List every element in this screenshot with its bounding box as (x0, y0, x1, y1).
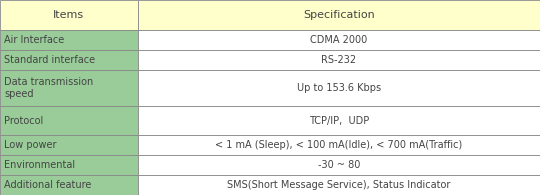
Bar (138, 70, 540, 106)
Bar (0, 50, 138, 70)
Text: Protocol: Protocol (4, 116, 44, 126)
Text: < 1 mA (Sleep), < 100 mA(Idle), < 700 mA(Traffic): < 1 mA (Sleep), < 100 mA(Idle), < 700 mA… (215, 140, 462, 150)
Bar (138, 0, 540, 30)
Bar (138, 135, 540, 155)
Text: Specification: Specification (303, 10, 375, 20)
Bar (0, 0, 138, 30)
Text: CDMA 2000: CDMA 2000 (310, 35, 368, 45)
Text: TCP/IP,  UDP: TCP/IP, UDP (309, 116, 369, 126)
Text: SMS(Short Message Service), Status Indicator: SMS(Short Message Service), Status Indic… (227, 180, 450, 190)
Text: Up to 153.6 Kbps: Up to 153.6 Kbps (297, 83, 381, 93)
Bar (0, 155, 138, 175)
Bar (138, 106, 540, 135)
Bar (138, 175, 540, 195)
Bar (138, 50, 540, 70)
Text: Air Interface: Air Interface (4, 35, 65, 45)
Text: -30 ~ 80: -30 ~ 80 (318, 160, 360, 170)
Bar (0, 106, 138, 135)
Bar (0, 30, 138, 50)
Bar (138, 155, 540, 175)
Text: Additional feature: Additional feature (4, 180, 92, 190)
Bar (0, 70, 138, 106)
Bar (0, 175, 138, 195)
Text: Items: Items (53, 10, 84, 20)
Text: RS-232: RS-232 (321, 55, 356, 65)
Bar (0, 135, 138, 155)
Text: Standard interface: Standard interface (4, 55, 96, 65)
Text: Data transmission
speed: Data transmission speed (4, 77, 93, 99)
Bar (138, 30, 540, 50)
Text: Low power: Low power (4, 140, 57, 150)
Text: Environmental: Environmental (4, 160, 76, 170)
